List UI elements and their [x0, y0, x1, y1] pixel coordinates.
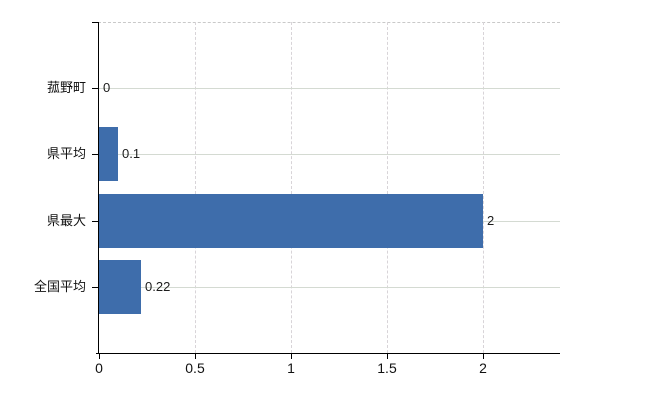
y-axis-tick	[92, 154, 98, 155]
x-axis-tick	[99, 353, 100, 359]
y-gridline	[99, 88, 560, 89]
x-gridline	[291, 22, 292, 353]
y-axis-tick	[92, 221, 98, 222]
x-gridline	[387, 22, 388, 353]
category-label: 菰野町	[46, 80, 86, 95]
bar	[99, 194, 483, 248]
x-axis-tick	[483, 353, 484, 359]
category-label: 県平均	[46, 146, 86, 161]
x-gridline	[483, 22, 484, 353]
category-label: 全国平均	[33, 279, 86, 294]
category-label: 県最大	[46, 213, 86, 228]
y-axis-tick	[92, 22, 98, 23]
plot-top-border	[98, 22, 560, 23]
bar-value-label: 0.22	[145, 279, 171, 294]
x-axis-tick	[291, 353, 292, 359]
bar	[99, 127, 118, 181]
x-tick-label: 2	[479, 360, 487, 376]
y-gridline	[99, 287, 560, 288]
y-gridline	[99, 154, 560, 155]
x-tick-label: 0	[95, 360, 103, 376]
y-axis-line	[98, 22, 99, 353]
y-axis-tick	[92, 88, 98, 89]
x-gridline	[195, 22, 196, 353]
x-axis-tick	[387, 353, 388, 359]
bar-value-label: 0.1	[122, 146, 141, 161]
bar-value-label: 2	[487, 213, 495, 228]
x-tick-label: 1	[287, 360, 295, 376]
x-axis-line	[96, 353, 560, 354]
y-axis-tick	[92, 287, 98, 288]
bar	[99, 260, 141, 314]
x-tick-label: 0.5	[185, 360, 205, 376]
bar-value-label: 0	[103, 80, 111, 95]
x-tick-label: 1.5	[377, 360, 397, 376]
x-axis-tick	[195, 353, 196, 359]
